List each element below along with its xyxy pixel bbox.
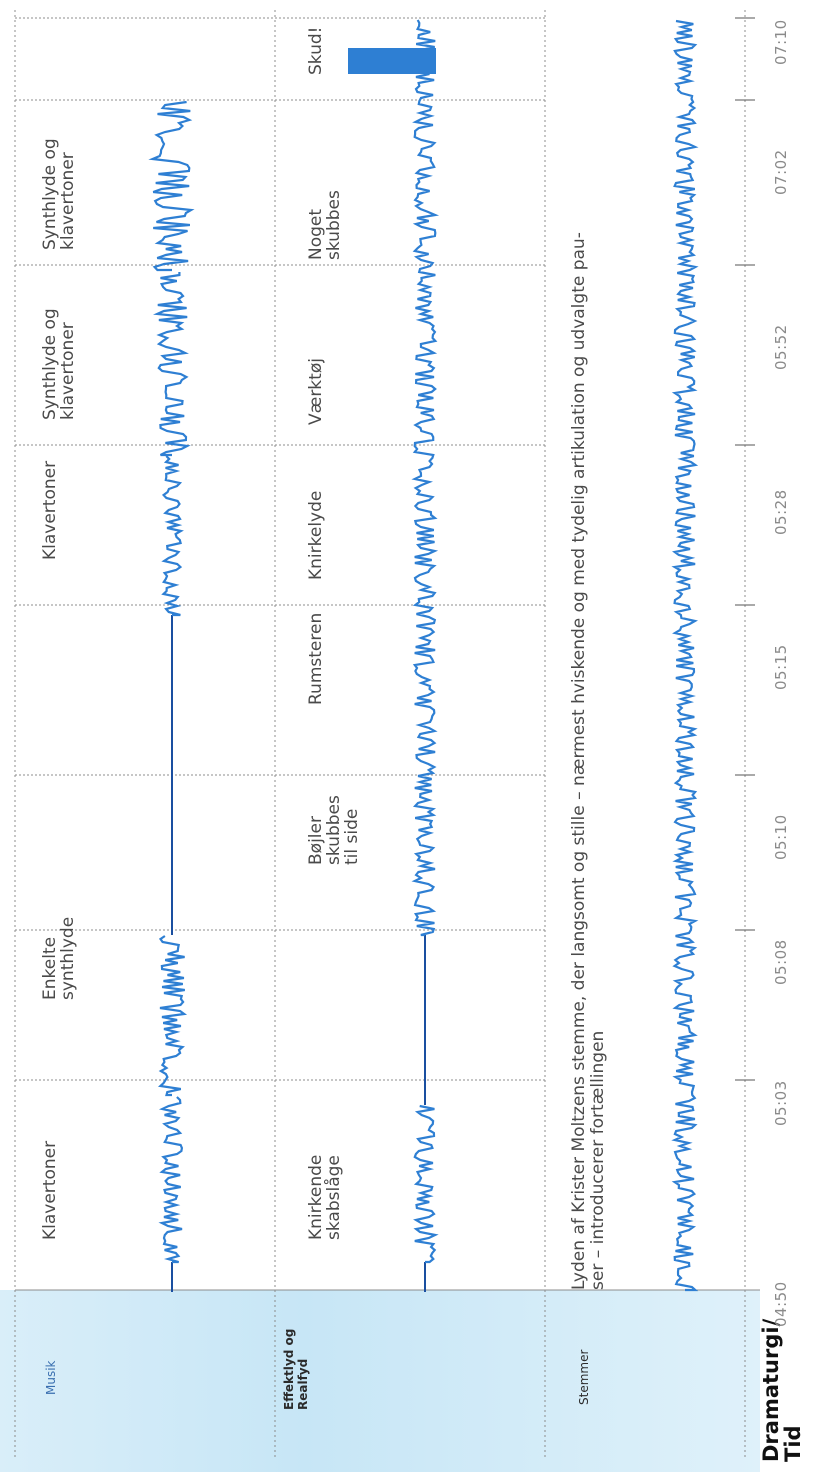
effekt-wave bbox=[413, 1104, 439, 1264]
musik-segment-5: Klavertoner bbox=[40, 460, 60, 560]
time-label: 05:10 bbox=[772, 814, 790, 860]
time-label: 05:28 bbox=[772, 489, 790, 535]
time-label: 05:52 bbox=[772, 324, 790, 370]
effekt-wave bbox=[411, 19, 440, 937]
time-label: 05:08 bbox=[772, 939, 790, 985]
musik-segment-7: Synthlyde og klavertoner bbox=[40, 138, 78, 250]
effekt-segment-1: Knirkende skabslåge bbox=[306, 1154, 344, 1240]
effekt-segment-5: Knirkelyde bbox=[306, 490, 326, 580]
musik-segment-6: Synthlyde og klavertoner bbox=[40, 308, 78, 420]
row-label-musik: Musik bbox=[44, 1360, 58, 1396]
musik-wave bbox=[148, 100, 195, 272]
stemmer-description: Lyden af Krister Moltzens stemme, der la… bbox=[569, 232, 608, 1290]
musik-wave bbox=[161, 455, 184, 617]
time-label: 05:15 bbox=[772, 644, 790, 690]
skud-burst bbox=[348, 48, 436, 74]
musik-wave bbox=[158, 1096, 184, 1264]
musik-wave bbox=[157, 935, 188, 1097]
effekt-segment-3: Bøjler skubbes til side bbox=[306, 795, 362, 865]
time-label: 05:03 bbox=[772, 1080, 790, 1126]
stemmer-wave bbox=[671, 19, 699, 1292]
musik-wave bbox=[152, 272, 191, 457]
time-label: 07:10 bbox=[772, 19, 790, 65]
musik-segment-1: Klavertoner bbox=[40, 1140, 60, 1240]
row-label-dramaturgi: Dramaturgi/ Tid bbox=[759, 1318, 806, 1462]
effekt-segment-8: Skud! bbox=[306, 26, 326, 76]
row-label-stemmer: Stemmer bbox=[577, 1349, 591, 1405]
musik-segment-2: Enkelte synthlyde bbox=[40, 916, 78, 1000]
effekt-segment-4: Rumsteren bbox=[306, 612, 326, 705]
row-label-band bbox=[0, 1290, 760, 1472]
row-label-effektlyd: Effektlyd og Realfyd bbox=[282, 1328, 310, 1410]
time-label: 07:02 bbox=[772, 149, 790, 195]
effekt-segment-7: Noget skubbes bbox=[306, 190, 344, 260]
time-label: 04:50 bbox=[772, 1281, 790, 1327]
effekt-segment-6: Værktøj bbox=[306, 358, 326, 425]
